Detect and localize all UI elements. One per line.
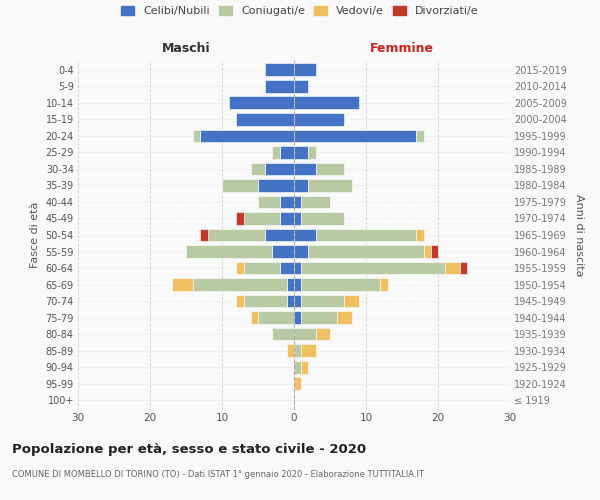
Bar [294,328,316,340]
Bar [380,278,388,291]
Bar [251,162,265,175]
Bar [244,212,280,225]
Bar [416,130,424,142]
Bar [431,245,438,258]
Bar [280,146,294,159]
Bar [222,179,258,192]
Bar [294,96,359,110]
Bar [229,96,294,110]
Y-axis label: Fasce di età: Fasce di età [30,202,40,268]
Bar [294,360,301,374]
Bar [301,212,344,225]
Bar [272,146,280,159]
Bar [308,179,352,192]
Bar [316,328,330,340]
Bar [287,278,294,291]
Bar [316,228,416,241]
Bar [301,311,337,324]
Bar [445,262,460,274]
Bar [258,311,294,324]
Bar [308,146,316,159]
Bar [236,113,294,126]
Bar [208,228,265,241]
Bar [294,311,301,324]
Bar [236,262,244,274]
Bar [344,294,359,308]
Bar [280,212,294,225]
Bar [301,196,330,208]
Bar [301,360,308,374]
Bar [308,245,424,258]
Bar [294,377,301,390]
Bar [265,64,294,76]
Bar [186,245,272,258]
Bar [244,294,287,308]
Bar [337,311,352,324]
Bar [172,278,193,291]
Bar [294,294,301,308]
Bar [287,344,294,357]
Bar [294,64,316,76]
Bar [272,328,294,340]
Bar [294,80,308,93]
Bar [258,196,280,208]
Bar [294,278,301,291]
Text: Femmine: Femmine [370,42,434,55]
Bar [265,162,294,175]
Bar [280,262,294,274]
Bar [424,245,431,258]
Bar [294,179,308,192]
Bar [460,262,467,274]
Bar [294,146,308,159]
Bar [316,162,344,175]
Text: Popolazione per età, sesso e stato civile - 2020: Popolazione per età, sesso e stato civil… [12,442,366,456]
Bar [193,278,287,291]
Bar [236,294,244,308]
Bar [294,212,301,225]
Bar [294,130,416,142]
Bar [280,196,294,208]
Bar [200,130,294,142]
Bar [265,80,294,93]
Bar [294,113,344,126]
Bar [193,130,200,142]
Bar [294,262,301,274]
Bar [294,245,308,258]
Bar [287,294,294,308]
Text: Maschi: Maschi [161,42,211,55]
Bar [301,344,316,357]
Bar [244,262,280,274]
Bar [258,179,294,192]
Bar [301,294,344,308]
Bar [251,311,258,324]
Bar [265,228,294,241]
Bar [294,228,316,241]
Bar [272,245,294,258]
Bar [236,212,244,225]
Bar [301,262,445,274]
Legend: Celibi/Nubili, Coniugati/e, Vedovi/e, Divorziati/e: Celibi/Nubili, Coniugati/e, Vedovi/e, Di… [121,6,479,16]
Y-axis label: Anni di nascita: Anni di nascita [574,194,584,276]
Bar [294,162,316,175]
Bar [294,196,301,208]
Bar [416,228,424,241]
Bar [301,278,380,291]
Bar [294,344,301,357]
Bar [200,228,208,241]
Text: COMUNE DI MOMBELLO DI TORINO (TO) - Dati ISTAT 1° gennaio 2020 - Elaborazione TU: COMUNE DI MOMBELLO DI TORINO (TO) - Dati… [12,470,424,479]
